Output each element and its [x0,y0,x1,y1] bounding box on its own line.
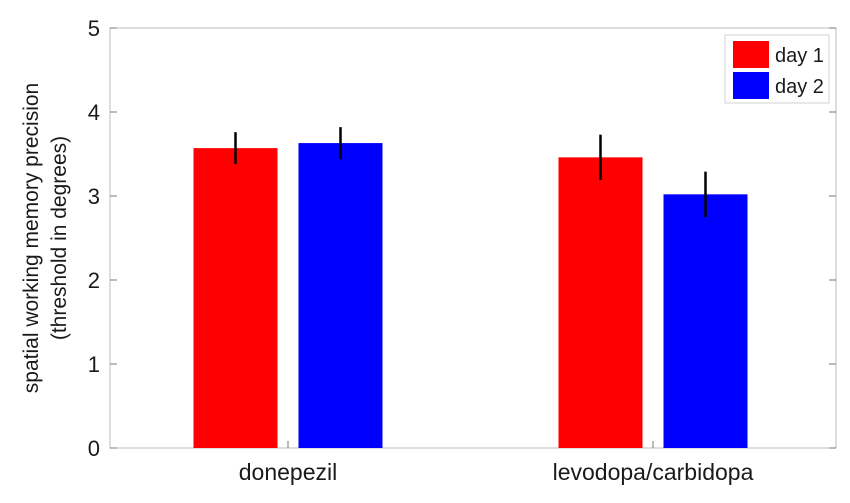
legend-swatch-day-1 [733,41,769,68]
legend-label-day-1: day 1 [775,45,824,67]
bar-levodopa-carbidopa-day-1 [558,157,643,449]
legend-swatch-day-2 [733,72,769,99]
y-axis-title-line2: (threshold in degrees) [48,136,71,340]
y-tick-label-2: 2 [88,268,100,293]
bar-donepezil-day-1 [193,148,278,448]
legend: day 1 day 2 [724,34,830,104]
y-axis-ticks: 0 1 2 3 4 5 [88,16,836,461]
category-label-0: donepezil [239,459,337,485]
y-tick-label-3: 3 [88,184,100,209]
y-axis-title-line1: spatial working memory precision [20,83,43,393]
y-tick-label-1: 1 [88,352,100,377]
bar-levodopa-carbidopa-day-2 [663,194,748,448]
bars-group [193,127,748,449]
legend-label-day-2: day 2 [775,76,824,98]
y-tick-label-5: 5 [88,16,100,41]
category-labels: donepezil levodopa/carbidopa [239,441,754,485]
y-tick-label-0: 0 [88,436,100,461]
bar-donepezil-day-2 [298,143,383,448]
y-tick-label-4: 4 [88,100,100,125]
category-label-1: levodopa/carbidopa [553,459,754,485]
